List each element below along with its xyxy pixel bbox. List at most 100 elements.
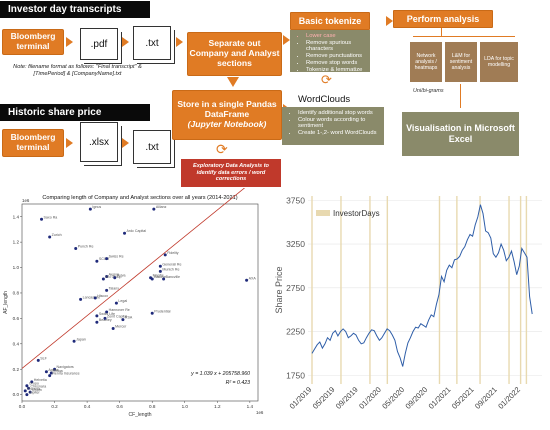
- store-dataframe-box: Store in a single Pandas DataFrame (Jupy…: [172, 90, 282, 140]
- chart-title: Comparing length of Company and Analyst …: [42, 195, 237, 201]
- point-label: Munich Re: [162, 267, 179, 271]
- scatter-point: [121, 318, 125, 322]
- point-label: Bancville: [166, 275, 180, 279]
- separate-sections-label: Separate out Company and Analyst section…: [189, 38, 280, 68]
- point-label: SCOR: [99, 257, 110, 261]
- point-label: Aviva: [117, 274, 126, 278]
- point-label: Vienna Insurance: [52, 372, 80, 376]
- scatter-point: [25, 393, 29, 397]
- y-tick-label: 0.4: [13, 341, 20, 346]
- scatter-point: [25, 384, 29, 388]
- tokenize-item: Lower case: [306, 33, 365, 39]
- pdf-label: .pdf: [90, 38, 108, 50]
- scatter-point: [123, 231, 127, 235]
- scatter-point: [95, 320, 99, 324]
- scatter-point: [27, 386, 31, 390]
- arrow-icon: [66, 138, 73, 148]
- scatter-point: [113, 276, 117, 280]
- r-squared: R² = 0.423: [226, 380, 250, 386]
- txt-document-icon: .txt: [133, 130, 171, 164]
- point-label: Talanx: [109, 286, 120, 290]
- analysis-box-label: LDA for topic modelling: [484, 55, 514, 68]
- scatter-point: [93, 296, 97, 300]
- point-label: Saxo Ra: [44, 215, 58, 219]
- arrow-icon: [176, 37, 183, 47]
- bloomberg-label: Bloomberg terminal: [10, 31, 56, 51]
- x-tick-label: 0.8: [149, 404, 156, 409]
- scatter-point: [105, 310, 109, 314]
- analysis-header-box: Perform analysis: [393, 10, 493, 28]
- scatter-point: [245, 278, 249, 282]
- arrow-icon: [283, 35, 290, 45]
- tokenize-title: Basic tokenize: [298, 15, 362, 26]
- y-tick-label: 0.6: [13, 316, 20, 321]
- y-scale-label: 1e6: [22, 198, 30, 203]
- scatter-point: [88, 207, 92, 211]
- tokenize-item: Remove spurious characters: [306, 40, 365, 52]
- tokenize-list-box: Lower case Remove spurious characters Re…: [290, 30, 370, 73]
- point-label: Swiss Re: [109, 255, 124, 259]
- plot-area: [21, 203, 259, 402]
- scatter-point: [150, 311, 154, 315]
- y-tick-label: 0.0: [13, 392, 20, 397]
- scatter-point: [105, 274, 109, 278]
- scatter-point: [53, 367, 57, 371]
- arrow-icon: [122, 138, 129, 148]
- point-label: Jupiter: [29, 391, 41, 395]
- scatter-chart-panel: Comparing length of Company and Analyst …: [0, 183, 270, 425]
- transcripts-header: Investor day transcripts: [0, 1, 150, 18]
- scatter-point: [40, 217, 44, 221]
- cycle-arrows-icon: ⟳: [216, 141, 228, 157]
- arrow-icon: [122, 37, 129, 47]
- y-tick-label: 3750: [286, 195, 305, 205]
- legend-swatch: [316, 210, 330, 216]
- wordclouds-title: WordClouds: [298, 94, 351, 105]
- arrow-icon: [386, 16, 393, 26]
- y-tick-label: 0.8: [13, 291, 20, 296]
- bigram-label: Uni/bi-grams: [413, 88, 444, 94]
- point-label: Ageas: [48, 368, 58, 372]
- scatter-point: [103, 316, 107, 320]
- scatter-point: [105, 288, 109, 292]
- xlsx-label: .xlsx: [89, 136, 109, 148]
- bloomberg-box-transcripts: Bloomberg terminal: [2, 29, 64, 55]
- scatter-point: [158, 269, 162, 273]
- x-tick-label: 09/2021: [473, 385, 499, 411]
- scatter-point: [79, 297, 83, 301]
- x-tick-label: 05/2019: [311, 385, 337, 411]
- wordclouds-list: Identify additional stop words Colour wo…: [292, 110, 379, 136]
- eda-label: Exploratory Data Analysis to identify da…: [193, 162, 269, 183]
- tokenize-item: Remove stop words: [306, 60, 365, 66]
- wordclouds-list-box: Identify additional stop words Colour wo…: [282, 107, 384, 145]
- x-tick-label: 09/2019: [334, 385, 360, 411]
- sentiment-analysis-box: L&M for sentiment analysis: [445, 42, 477, 82]
- filename-note: Note: filename format as follows: "Final…: [13, 64, 142, 77]
- x-tick-label: 1.4: [247, 404, 254, 409]
- point-label: Uniqa: [53, 369, 62, 373]
- tokenize-header-box: Basic tokenize: [290, 12, 370, 30]
- price-line: [311, 204, 533, 367]
- scatter-point: [111, 327, 115, 331]
- trend-equation: y = 1.039 x + 205758.960: [190, 371, 250, 377]
- arrow-icon: [66, 37, 73, 47]
- visualisation-label: Visualisation in Microsoft Excel: [406, 123, 515, 144]
- point-label: Fidelity: [167, 251, 179, 255]
- trend-line: [21, 183, 251, 369]
- separate-sections-box: Separate out Company and Analyst section…: [187, 32, 282, 76]
- xlsx-document-icon: .xlsx: [80, 122, 118, 162]
- scatter-point: [114, 301, 118, 305]
- scatter-point: [162, 277, 166, 281]
- scatter-point: [152, 207, 156, 211]
- bloomberg-box-price: Bloomberg terminal: [2, 129, 64, 157]
- scatter-point: [150, 277, 154, 281]
- x-scale-label: 1e6: [256, 410, 264, 415]
- x-tick-label: 1.2: [214, 404, 221, 409]
- cycle-arrows-icon: ⟳: [321, 72, 332, 87]
- scatter-point: [158, 264, 162, 268]
- y-tick-label: 2250: [286, 327, 305, 337]
- point-label: Navigators: [57, 365, 74, 369]
- price-chart: 1750 2250 2750 3250 3750 01/201905/201909/201…: [274, 195, 542, 411]
- x-tick-label: 01/2020: [357, 385, 383, 411]
- point-label: Helvetia: [34, 378, 47, 382]
- x-tick-label: 0.6: [116, 404, 123, 409]
